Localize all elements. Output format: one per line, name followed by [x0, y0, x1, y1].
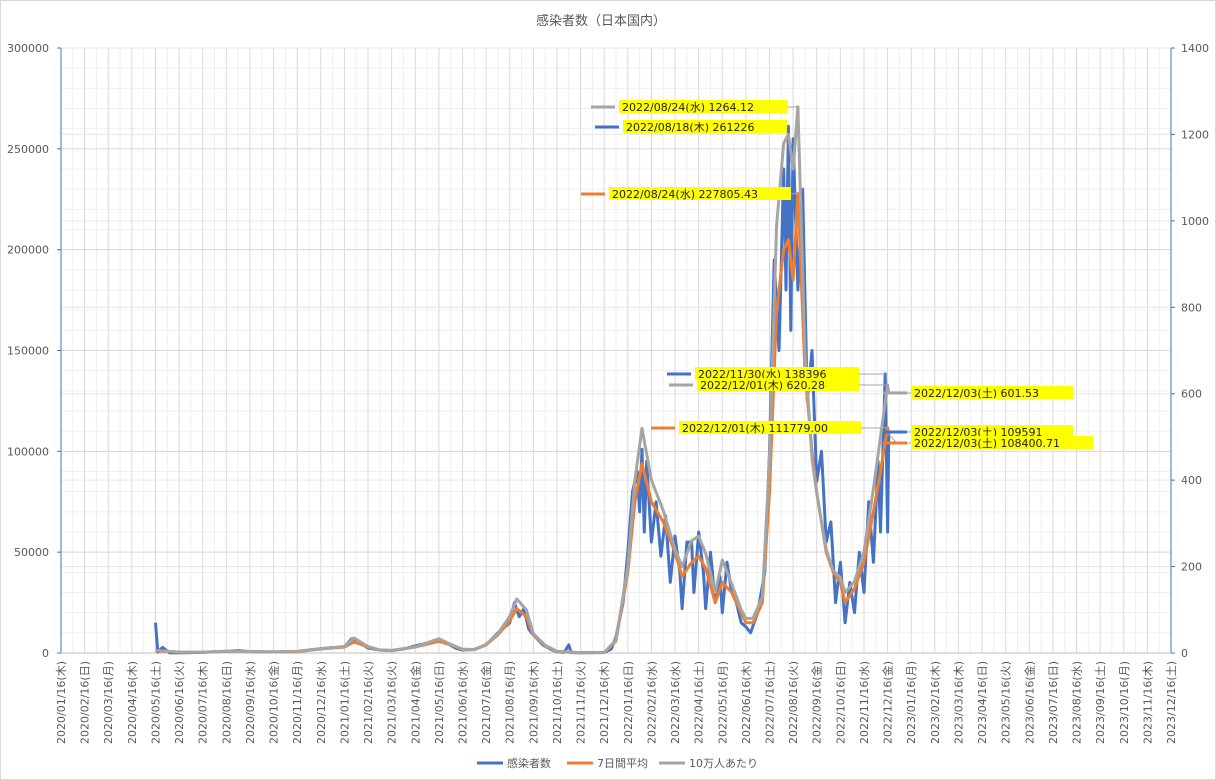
x-tick-label: 2023/07/16(日): [1047, 661, 1060, 744]
annotation-label: 2022/12/03(土) 108400.71: [914, 437, 1060, 450]
x-tick-label: 2020/07/16(木): [197, 661, 210, 744]
x-tick-label: 2020/12/16(水): [315, 661, 328, 744]
annotation-highlight: [695, 367, 859, 380]
x-tick-label: 2022/04/16(土): [693, 661, 706, 744]
x-tick-label: 2021/05/16(日): [433, 661, 446, 744]
x-tick-label: 2023/02/16(木): [929, 661, 942, 744]
annotation-label: 2022/12/03(土) 109591: [914, 426, 1042, 439]
x-tick-label: 2023/05/16(火): [1000, 661, 1013, 744]
y-right-tick-label: 200: [1181, 561, 1202, 574]
x-tick-label: 2022/11/16(水): [858, 661, 871, 744]
x-tick-label: 2023/01/16(月): [905, 661, 918, 744]
x-tick-label: 2023/09/16(土): [1094, 661, 1107, 744]
x-tick-label: 2022/06/16(木): [740, 661, 753, 744]
x-tick-label: 2020/09/16(水): [244, 661, 257, 744]
x-tick-label: 2021/11/16(火): [575, 661, 588, 744]
x-tick-label: 2021/02/16(火): [362, 661, 375, 744]
annotation-highlight: [911, 436, 1093, 449]
y-left-tick-label: 0: [42, 647, 49, 660]
x-tick-label: 2023/03/16(木): [952, 661, 965, 744]
x-tick-label: 2022/05/16(月): [716, 661, 729, 744]
annotation-highlight: [911, 425, 1073, 438]
x-tick-label: 2020/11/16(月): [291, 661, 304, 744]
annotation-highlight: [623, 120, 787, 133]
x-tick-label: 2023/04/16(日): [976, 661, 989, 744]
y-right-tick-label: 400: [1181, 474, 1202, 487]
x-tick-label: 2022/10/16(日): [834, 661, 847, 744]
x-tick-label: 2021/03/16(火): [386, 661, 399, 744]
series-line-2: [155, 105, 891, 655]
annotation-label: 2022/12/01(木) 620.28: [700, 379, 825, 392]
x-tick-label: 2021/12/16(木): [598, 661, 611, 744]
annotation-label: 2022/12/03(土) 601.53: [914, 387, 1039, 400]
annotation-highlight: [697, 378, 859, 391]
x-tick-label: 2022/01/16(日): [622, 661, 635, 744]
x-tick-label: 2022/07/16(土): [764, 661, 777, 744]
annotation-label: 2022/12/01(木) 111779.00: [682, 422, 828, 435]
x-tick-label: 2023/12/16(土): [1165, 661, 1178, 744]
x-tick-label: 2022/12/16(金): [881, 661, 895, 744]
legend: 感染者数 7日間平均 10万人あたり: [477, 756, 758, 770]
x-tick-label: 2023/11/16(木): [1141, 661, 1154, 744]
x-tick-label: 2021/06/16(水): [456, 661, 469, 744]
annotation-label: 2022/11/30(水) 138396: [698, 368, 826, 381]
x-tick-label: 2021/10/16(土): [551, 661, 564, 744]
y-left-tick-label: 100000: [7, 445, 49, 458]
annotation-highlight: [911, 386, 1073, 399]
y-left-tick-label: 300000: [7, 42, 49, 55]
x-tick-label: 2020/08/16(日): [220, 661, 233, 744]
x-tick-label: 2021/07/16(金): [479, 661, 493, 744]
annotation-label: 2022/08/24(水) 1264.12: [622, 101, 754, 114]
y-right-tick-label: 800: [1181, 301, 1202, 314]
y-left-tick-label: 200000: [7, 244, 49, 257]
x-tick-label: 2021/09/16(木): [527, 661, 540, 744]
data-annotations: 2022/08/24(水) 1264.12 2022/08/18(木) 26122…: [581, 100, 1093, 450]
y-left-tick-label: 50000: [14, 546, 49, 559]
chart-title: 感染者数（日本国内）: [536, 13, 666, 29]
x-tick-label: 2021/04/16(金): [408, 661, 422, 744]
legend-label-2: 10万人あたり: [689, 757, 758, 770]
x-tick-label: 2021/01/16(土): [338, 661, 351, 744]
annotation-highlight: [619, 100, 787, 113]
x-tick-label: 2022/02/16(水): [645, 661, 658, 744]
annotation-highlight: [679, 421, 861, 434]
y-left-tick-label: 250000: [7, 143, 49, 156]
x-tick-label: 2020/05/16(土): [149, 661, 162, 744]
annotation-label: 2022/08/18(木) 261226: [626, 121, 754, 134]
axes: 0 50000 100000 150000 200000 250000 300000 0 200…: [7, 42, 1209, 744]
legend-label-0: 感染者数: [507, 756, 551, 770]
y-right-tick-label: 1200: [1181, 128, 1209, 141]
y-right-tick-label: 1400: [1181, 42, 1209, 55]
x-tick-label: 2020/10/16(金): [267, 661, 281, 744]
x-tick-label: 2020/03/16(月): [102, 661, 115, 744]
x-tick-label: 2022/08/16(火): [787, 661, 800, 744]
annotation-highlight: [609, 187, 791, 200]
x-tick-label: 2022/03/16(水): [669, 661, 682, 744]
x-tick-label: 2021/08/16(月): [504, 661, 517, 744]
x-tick-label: 2023/08/16(水): [1071, 661, 1084, 744]
y-left-tick-label: 150000: [7, 345, 49, 358]
y-right-tick-label: 600: [1181, 388, 1202, 401]
legend-label-1: 7日間平均: [597, 757, 648, 770]
x-tick-label: 2020/04/16(木): [126, 661, 139, 744]
annotation-label: 2022/08/24(水) 227805.43: [612, 188, 758, 201]
x-tick-label: 2023/10/16(月): [1118, 661, 1131, 744]
x-tick-label: 2023/06/16(金): [1022, 661, 1036, 744]
x-tick-label: 2020/02/16(日): [79, 661, 92, 744]
x-tick-label: 2020/01/16(木): [55, 661, 68, 744]
y-right-tick-label: 1000: [1181, 215, 1209, 228]
x-tick-label: 2020/06/16(火): [173, 661, 186, 744]
x-tick-label: 2022/09/16(金): [810, 661, 824, 744]
y-right-tick-label: 0: [1181, 647, 1188, 660]
